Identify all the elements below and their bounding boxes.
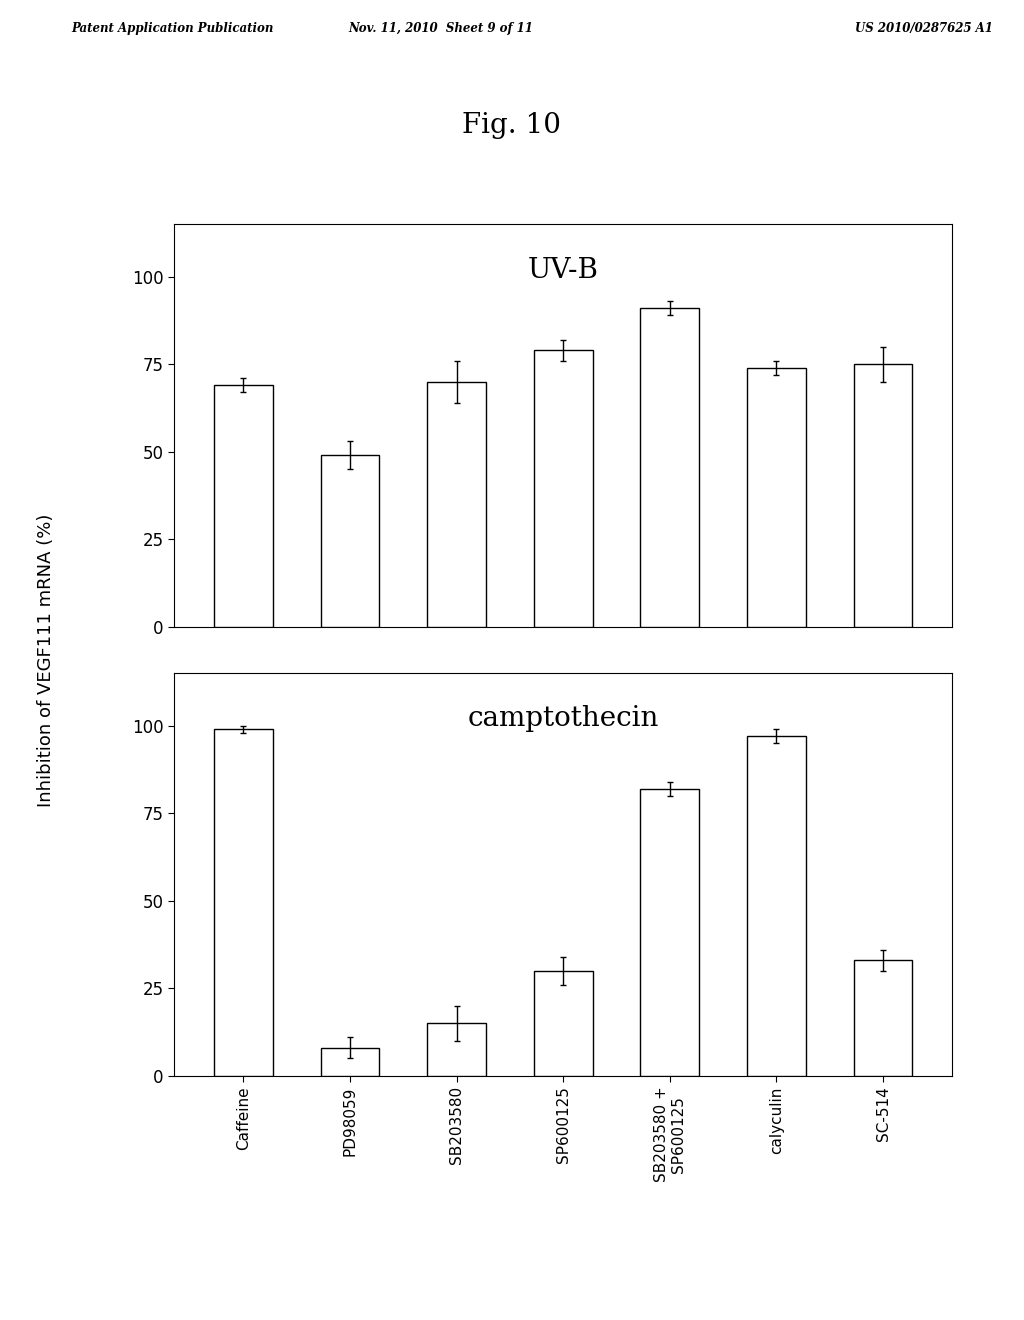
Text: Patent Application Publication: Patent Application Publication (72, 22, 274, 36)
Bar (427, 1023, 486, 1076)
Text: Nov. 11, 2010  Sheet 9 of 11: Nov. 11, 2010 Sheet 9 of 11 (348, 22, 532, 36)
Bar (640, 789, 699, 1076)
Bar (321, 1048, 379, 1076)
Bar (640, 309, 699, 627)
Text: Fig. 10: Fig. 10 (463, 112, 561, 139)
Bar (748, 368, 806, 627)
Bar (214, 729, 272, 1076)
Bar (534, 350, 593, 627)
Bar (214, 385, 272, 627)
Bar (321, 455, 379, 627)
Bar (427, 381, 486, 627)
Bar (854, 960, 912, 1076)
Text: camptothecin: camptothecin (468, 705, 658, 733)
Bar (534, 970, 593, 1076)
Text: UV-B: UV-B (527, 256, 599, 284)
Text: Inhibition of VEGF111 mRNA (%): Inhibition of VEGF111 mRNA (%) (37, 513, 55, 807)
Bar (748, 737, 806, 1076)
Text: US 2010/0287625 A1: US 2010/0287625 A1 (855, 22, 993, 36)
Bar (854, 364, 912, 627)
